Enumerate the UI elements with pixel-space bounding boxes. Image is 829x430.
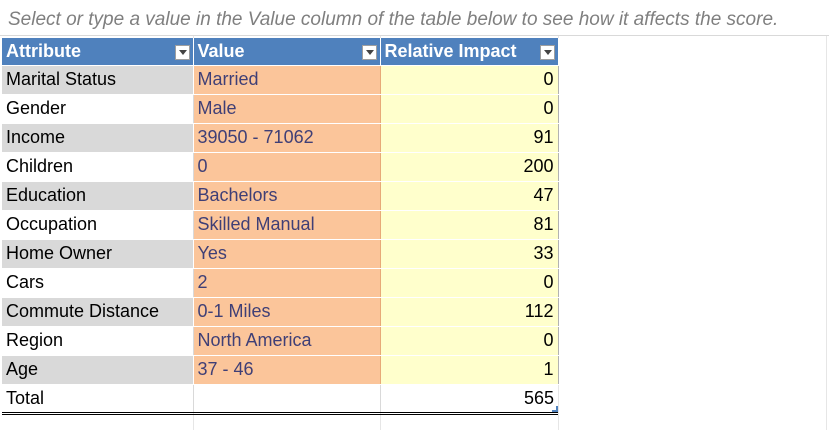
header-value: Value: [193, 38, 381, 66]
value-cell[interactable]: 39050 - 71062: [193, 123, 381, 153]
header-attribute: Attribute: [2, 38, 194, 66]
value-cell[interactable]: Bachelors: [193, 181, 381, 211]
attribute-cell[interactable]: Region: [2, 326, 194, 356]
value-cell[interactable]: Married: [193, 65, 381, 95]
impact-cell[interactable]: 200: [380, 152, 559, 182]
table-row: Cars 2 0: [2, 268, 559, 298]
attribute-cell[interactable]: Home Owner: [2, 239, 194, 269]
impact-cell[interactable]: 47: [380, 181, 559, 211]
table-row: Marital Status Married 0: [2, 65, 559, 95]
value-cell[interactable]: 2: [193, 268, 381, 298]
impact-cell[interactable]: 0: [380, 94, 559, 124]
attribute-cell[interactable]: Education: [2, 181, 194, 211]
value-cell[interactable]: 0: [193, 152, 381, 182]
table-row: Education Bachelors 47: [2, 181, 559, 211]
attribute-cell[interactable]: Marital Status: [2, 65, 194, 95]
header-attribute-label: Attribute: [6, 40, 81, 61]
value-cell[interactable]: Skilled Manual: [193, 210, 381, 240]
attribute-cell[interactable]: Gender: [2, 94, 194, 124]
header-impact-label: Relative Impact: [384, 40, 517, 61]
filter-dropdown-icon[interactable]: [539, 45, 555, 60]
table-row: Income 39050 - 71062 91: [2, 123, 559, 153]
total-impact: 565: [380, 383, 558, 415]
table-resize-handle[interactable]: [552, 405, 558, 410]
attribute-cell[interactable]: Commute Distance: [2, 297, 194, 327]
impact-cell[interactable]: 1: [380, 355, 559, 385]
table-row: Gender Male 0: [2, 94, 559, 124]
attribute-cell[interactable]: Age: [2, 355, 194, 385]
impact-cell[interactable]: 81: [380, 210, 559, 240]
impact-cell[interactable]: 0: [380, 268, 559, 298]
value-cell[interactable]: 37 - 46: [193, 355, 381, 385]
total-value-cell[interactable]: [193, 383, 381, 415]
impact-cell[interactable]: 0: [380, 65, 559, 95]
gridline: [826, 36, 827, 430]
header-row: Attribute Value Relative Impact: [2, 38, 559, 66]
value-cell[interactable]: North America: [193, 326, 381, 356]
total-impact-value: 565: [523, 387, 554, 408]
impact-cell[interactable]: 91: [380, 123, 559, 153]
table-row: Children 0 200: [2, 152, 559, 182]
attribute-cell[interactable]: Children: [2, 152, 194, 182]
total-row: Total 565: [2, 383, 558, 415]
instructions-text: Select or type a value in the Value colu…: [0, 0, 829, 36]
filter-dropdown-icon[interactable]: [361, 45, 377, 60]
total-label: Total: [2, 383, 194, 415]
table-row: Commute Distance 0-1 Miles 112: [2, 297, 559, 327]
value-cell[interactable]: Yes: [193, 239, 381, 269]
header-relative-impact: Relative Impact: [380, 38, 559, 66]
attribute-cell[interactable]: Income: [2, 123, 194, 153]
attribute-cell[interactable]: Occupation: [2, 210, 194, 240]
impact-cell[interactable]: 33: [380, 239, 559, 269]
impact-cell[interactable]: 0: [380, 326, 559, 356]
filter-dropdown-icon[interactable]: [174, 45, 190, 60]
table-row: Occupation Skilled Manual 81: [2, 210, 559, 240]
gridline: [558, 36, 559, 430]
value-cell[interactable]: 0-1 Miles: [193, 297, 381, 327]
table-row: Age 37 - 46 1: [2, 355, 559, 385]
impact-cell[interactable]: 112: [380, 297, 559, 327]
header-value-label: Value: [197, 40, 245, 61]
value-cell[interactable]: Male: [193, 94, 381, 124]
table-row: Home Owner Yes 33: [2, 239, 559, 269]
what-if-table: Attribute Value Relative Impact Marital …: [2, 38, 559, 415]
attribute-cell[interactable]: Cars: [2, 268, 194, 298]
table-row: Region North America 0: [2, 326, 559, 356]
